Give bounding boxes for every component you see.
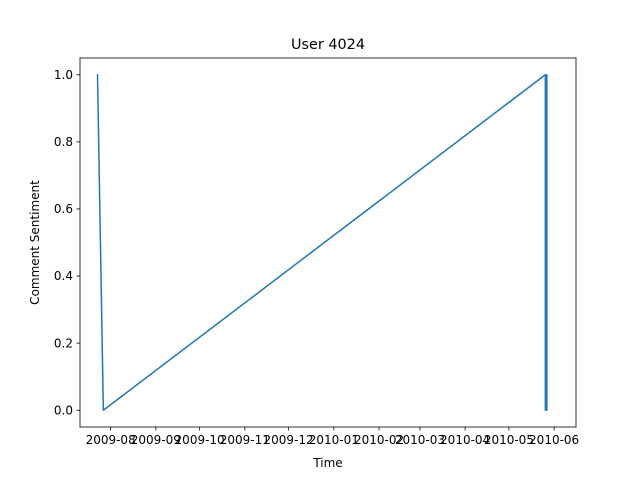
chart-title: User 4024 (291, 37, 365, 53)
x-axis: 2009-082009-092009-102009-112009-122010-… (86, 427, 579, 447)
y-axis: 0.0 0.2 0.4 0.6 0.8 1.0 (54, 68, 80, 417)
plot-frame (79, 57, 577, 428)
x-tick-label: 2010-03 (395, 433, 445, 447)
x-tick-label: 2010-06 (529, 433, 579, 447)
x-tick-label: 2009-08 (86, 433, 136, 447)
x-tick-label: 2009-10 (175, 433, 225, 447)
y-axis-label: Comment Sentiment (28, 180, 42, 305)
y-tick-label: 0.2 (54, 336, 73, 350)
x-tick-label: 2010-04 (440, 433, 490, 447)
x-tick-label: 2009-11 (220, 433, 270, 447)
y-tick-label: 0.4 (54, 269, 73, 283)
x-axis-label: Time (312, 456, 342, 470)
y-tick-label: 0.8 (54, 135, 73, 149)
y-tick-label: 0.6 (54, 202, 73, 216)
y-tick-label: 0.0 (54, 403, 73, 417)
x-tick-label: 2009-09 (131, 433, 181, 447)
plot-area (79, 57, 577, 428)
x-tick-label: 2010-05 (484, 433, 534, 447)
x-tick-label: 2009-12 (264, 433, 314, 447)
series-line (96, 74, 548, 411)
x-tick-label: 2010-01 (309, 433, 359, 447)
x-tick-label: 2010-02 (354, 433, 404, 447)
series-layer (96, 74, 548, 411)
y-tick-label: 1.0 (54, 68, 73, 82)
